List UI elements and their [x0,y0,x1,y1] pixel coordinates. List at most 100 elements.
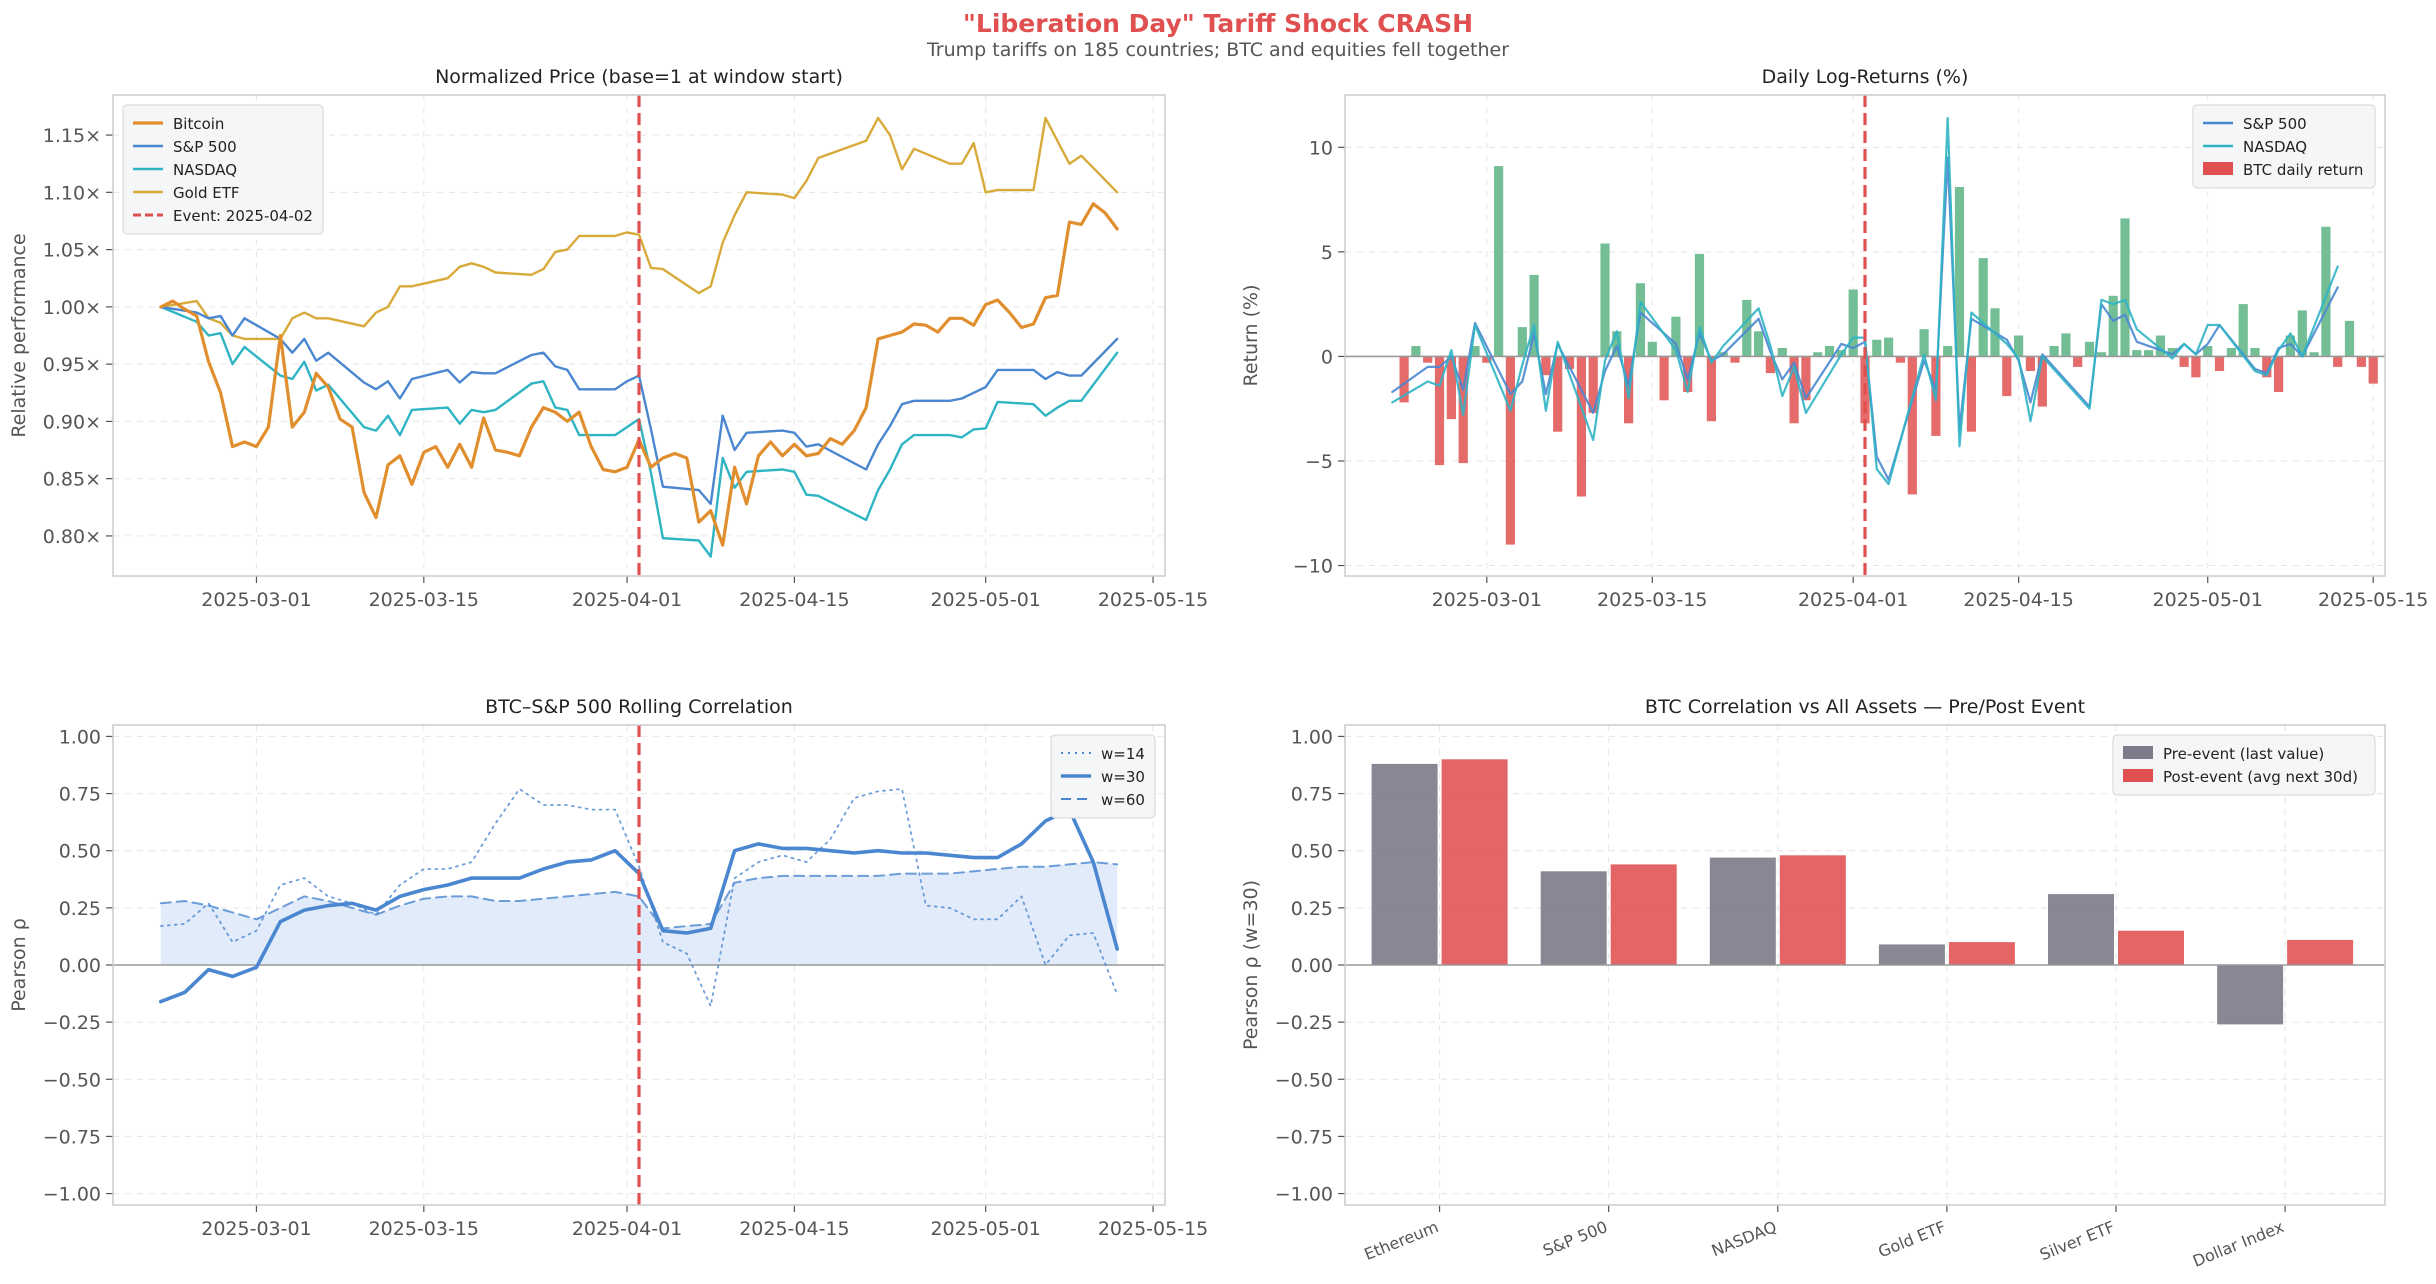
series-line-nasdaq [159,305,1119,558]
y-tick-label: 1.00× [43,297,101,319]
y-tick-label: 0.95× [43,354,101,376]
x-tick-label: 2025-04-01 [572,1218,682,1240]
y-tick-label: 0.25 [59,898,101,920]
legend-swatch [2123,746,2153,759]
panel-title: Normalized Price (base=1 at window start… [435,66,843,88]
plot-frame [1344,94,2386,577]
y-tick-label: 0.90× [43,411,101,433]
btc-return-bar [2084,341,2095,357]
btc-return-bar [2191,356,2201,378]
btc-return-bar [2073,356,2083,367]
legend-entry: NASDAQ [2243,138,2307,156]
corr-bar-pre [1540,871,1607,965]
y-tick-label: 0.85× [43,469,101,491]
y-axis-label: Pearson ρ (w=30) [1240,880,1262,1050]
y-tick-label: 1.15× [43,125,101,147]
x-tick-label: 2025-04-15 [739,589,849,611]
btc-return-bar [1754,331,1764,357]
btc-return-bar [2061,333,2071,357]
btc-return-bar [2321,226,2331,357]
x-tick-label: NASDAQ [1709,1217,1780,1260]
panel-btc-correlation-bars: −1.00 −0.75 −0.50 −0.25 0.00 0.25 0.50 0.75 1.00… [1240,696,2386,1271]
x-tick-label: 2025-03-15 [369,1218,479,1240]
x-tick-label: 2025-04-15 [739,1218,849,1240]
btc-return-bar [2368,356,2378,384]
btc-return-bar [2203,346,2213,357]
plot-frame [1344,724,2386,1206]
btc-return-bar [2014,335,2024,357]
panel-title: Daily Log-Returns (%) [1762,66,1969,88]
y-tick-label: 0.50 [1291,841,1333,863]
btc-return-bar [1978,258,1988,357]
legend-entry: Gold ETF [173,184,240,202]
btc-return-bar [1919,329,1929,357]
btc-return-bar [1730,356,1740,363]
y-tick-label: 1.05× [43,240,101,262]
btc-return-bar [2132,350,2142,357]
btc-return-bar [1907,356,1917,495]
x-tick-label: 2025-03-01 [201,1218,311,1240]
x-tick-label: 2025-04-01 [1798,589,1908,611]
y-tick-label: −1.00 [43,1184,101,1206]
x-tick-label: Gold ETF [1875,1217,1948,1261]
btc-return-bar [1659,356,1669,401]
btc-return-bar [2274,356,2284,392]
x-tick-label: 2025-03-15 [369,589,479,611]
legend-entry: S&P 500 [2243,115,2307,133]
y-tick-label: 0.25 [1291,898,1333,920]
btc-return-bar [1777,348,1787,357]
legend-entry: w=14 [1101,745,1145,763]
series-line-gold [159,116,1119,341]
btc-return-bar [1411,346,1421,357]
corr-line-dotted [159,788,1119,1007]
btc-return-bar [1494,166,1504,357]
y-axis-label: Relative performance [8,233,30,437]
corr-bar-post [1441,759,1508,965]
btc-return-bar [1647,341,1657,357]
corr-bar-post [1779,855,1846,965]
x-tick-label: Silver ETF [2037,1217,2117,1264]
btc-return-bar [1966,356,1976,432]
btc-return-bar [1943,346,1953,357]
btc-return-bar [1954,187,1965,357]
btc-return-bar [1742,299,1752,357]
panel-title: BTC Correlation vs All Assets — Pre/Post… [1645,696,2085,718]
legend: Pre-event (last value) Post-event (avg ne… [2112,734,2376,796]
legend-entry: Bitcoin [173,115,224,133]
y-tick-label: 1.00 [1291,726,1333,748]
btc-return-bar [2037,356,2047,407]
btc-return-bar [1706,356,1716,422]
btc-return-bar [1671,316,1681,357]
legend-entry: NASDAQ [173,161,237,179]
btc-return-bar [2344,320,2355,357]
y-tick-label: −0.75 [1275,1126,1333,1148]
x-tick-label: 2025-05-15 [2318,589,2428,611]
y-tick-label: −0.25 [43,1012,101,1034]
return-line-nasdaq [1391,116,2339,486]
btc-return-bar [2333,356,2343,367]
y-tick-label: 10 [1309,137,1333,159]
figure-title: "Liberation Day" Tariff Shock CRASH [963,9,1473,38]
btc-return-bar [1517,327,1527,357]
btc-return-bar [1553,356,1563,432]
btc-return-bar [2297,310,2307,357]
btc-return-bar [1434,356,1445,466]
legend-frame [2192,104,2376,189]
x-tick-label: 2025-05-01 [930,589,1040,611]
btc-return-bar [2144,350,2154,357]
legend-entry: BTC daily return [2243,161,2363,179]
y-tick-label: −1.00 [1275,1184,1333,1206]
btc-return-bar [1600,243,1610,357]
x-tick-label: 2025-03-01 [1432,589,1542,611]
y-tick-label: 1.10× [43,182,101,204]
x-tick-label: 2025-04-15 [1963,589,2073,611]
y-tick-label: −10 [1293,556,1333,578]
legend-swatch [2123,769,2153,782]
btc-return-bar [2309,352,2319,357]
panel-daily-returns: −10 −5 0 5 10 2025-03-01 2025-03-15 2025-04-01 2… [1240,66,2428,611]
corr-bar-post [2287,939,2354,965]
x-tick-label: 2025-05-15 [1098,1218,1208,1240]
legend: Bitcoin S&P 500 NASDAQ Gold ETF Event: 2025-… [122,104,324,235]
y-tick-label: −0.50 [1275,1069,1333,1091]
